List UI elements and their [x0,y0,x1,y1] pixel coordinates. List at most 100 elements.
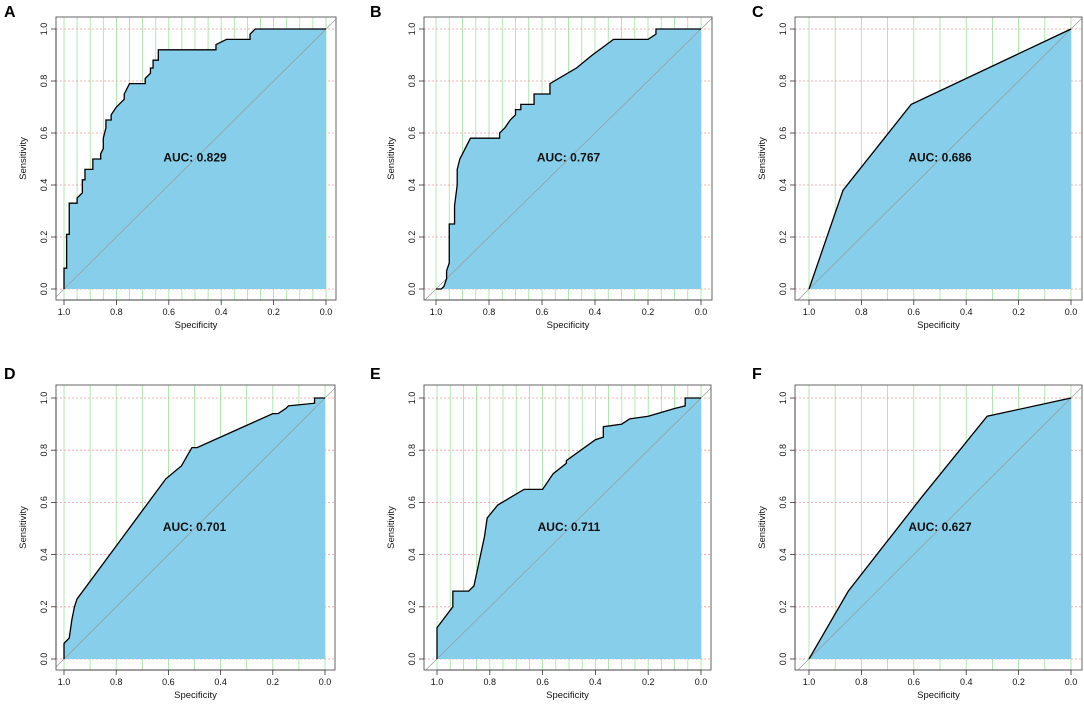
x-tick-label-d-4: 0.2 [267,677,280,687]
y-axis-title-e: Sensitivity [386,506,397,549]
y-tick-label-b-0: 0.0 [407,283,417,296]
x-tick-label-b-2: 0.6 [536,307,549,317]
x-tick-label-a-5: 0.0 [320,307,333,317]
x-tick-label-d-3: 0.4 [214,677,227,687]
plot-area-d [56,385,335,670]
y-tick-label-e-5: 1.0 [407,392,417,405]
y-tick-label-e-2: 0.4 [407,548,417,561]
x-tick-label-e-3: 0.4 [589,677,602,687]
x-tick-label-e-4: 0.2 [642,677,655,687]
plot-area-f [795,385,1082,670]
x-tick-label-e-1: 0.8 [484,677,497,687]
y-tick-label-f-4: 0.8 [778,444,788,457]
x-tick-label-c-4: 0.2 [1012,307,1025,317]
panel-letter-b: B [370,4,382,21]
panel-letter-d: D [4,366,16,383]
diagonal-line-d [56,387,335,668]
x-tick-label-d-0: 1.0 [58,677,71,687]
x-tick-label-c-1: 0.8 [855,307,868,317]
y-tick-label-e-1: 0.2 [407,601,417,614]
x-axis-title-f: Specificity [917,690,960,701]
x-tick-label-c-2: 0.6 [908,307,921,317]
x-tick-label-a-0: 1.0 [58,307,71,317]
y-tick-label-b-5: 1.0 [407,23,417,36]
diagonal-line-b [424,17,712,300]
y-tick-label-f-1: 0.2 [778,601,788,614]
x-tick-label-f-3: 0.4 [960,677,973,687]
x-tick-label-e-5: 0.0 [695,677,708,687]
x-axis-title-c: Specificity [917,320,960,331]
x-tick-label-c-3: 0.4 [960,307,973,317]
panel-letter-e: E [370,366,381,383]
x-axis-title-d: Specificity [174,690,217,701]
panel-letter-a: A [4,4,16,21]
roc-curve-f [808,397,1072,660]
y-tick-label-d-1: 0.2 [39,601,49,614]
plot-area-c [795,17,1082,300]
auc-label-d: AUC: 0.701 [163,520,227,534]
roc-curve-a [63,28,326,289]
roc-panel-b: 1.0 0.8 0.6 0.4 0.2 0.0 0.0 0.2 0.4 0.6 0.8 1.0 Spec… [386,16,713,331]
roc-curve-b [436,28,701,290]
y-tick-label-e-4: 0.8 [407,444,417,457]
y-tick-label-c-5: 1.0 [778,23,788,36]
y-tick-label-b-4: 0.8 [407,75,417,88]
x-tick-label-a-4: 0.2 [267,307,280,317]
x-axis-title-e: Specificity [546,690,589,701]
auc-label-f: AUC: 0.627 [908,520,972,534]
diagonal-line-a [56,18,336,298]
y-tick-label-d-0: 0.0 [39,653,49,666]
y-tick-label-a-1: 0.2 [39,231,49,244]
x-tick-label-b-5: 0.0 [695,307,708,317]
x-tick-label-c-5: 0.0 [1065,307,1078,317]
x-tick-label-b-3: 0.4 [589,307,602,317]
y-tick-label-a-5: 1.0 [39,23,49,36]
roc-panel-c: 1.0 0.8 0.6 0.4 0.2 0.0 0.0 0.2 0.4 0.6 0.8 1.0 Spec… [757,16,1083,331]
x-axis-title-a: Specificity [175,320,218,331]
y-axis-title-b: Sensitivity [386,137,397,180]
y-tick-label-a-0: 0.0 [39,283,49,296]
diagonal-line-e [425,387,711,670]
roc-curve-d [63,397,325,659]
y-tick-label-d-5: 1.0 [39,392,49,405]
y-axis-title-c: Sensitivity [757,137,768,180]
y-tick-label-b-2: 0.4 [407,179,417,192]
y-tick-label-e-0: 0.0 [407,653,417,666]
y-axis-title-d: Sensitivity [18,506,29,549]
plot-area-b [424,17,712,300]
x-tick-label-e-0: 1.0 [431,677,444,687]
x-tick-label-f-5: 0.0 [1065,677,1078,687]
plot-area-e [424,385,711,670]
x-tick-label-f-4: 0.2 [1012,677,1025,687]
auc-label-c: AUC: 0.686 [908,151,972,165]
y-tick-label-c-3: 0.6 [778,127,788,140]
y-tick-label-b-3: 0.6 [407,127,417,140]
auc-label-e: AUC: 0.711 [538,520,601,534]
roc-panel-d: 1.0 0.8 0.6 0.4 0.2 0.0 0.0 0.2 0.4 0.6 0.8 1.0 Spec… [18,384,336,701]
y-tick-label-e-3: 0.6 [407,496,417,509]
roc-curve-c [808,28,1072,290]
y-tick-label-f-2: 0.4 [778,548,788,561]
y-tick-label-d-4: 0.8 [39,444,49,457]
diagonal-line-c [797,17,1082,300]
x-tick-label-d-5: 0.0 [319,677,332,687]
roc-panel-e: 1.0 0.8 0.6 0.4 0.2 0.0 0.0 0.2 0.4 0.6 0.8 1.0 Spec… [386,384,712,701]
y-tick-label-d-3: 0.6 [39,496,49,509]
x-tick-label-a-1: 0.8 [110,307,123,317]
roc-panel-a: 1.0 0.8 0.6 0.4 0.2 0.0 0.0 0.2 0.4 0.6 0.8 1.0 Spec… [18,16,337,331]
y-tick-label-f-3: 0.6 [778,496,788,509]
y-tick-label-c-2: 0.4 [778,179,788,192]
x-tick-label-f-0: 1.0 [803,677,816,687]
diagonal-line-f [797,386,1082,670]
x-tick-label-a-3: 0.4 [215,307,228,317]
panel-letter-f: F [752,366,762,383]
y-axis-title-a: Sensitivity [18,137,29,180]
y-tick-label-f-0: 0.0 [778,653,788,666]
y-tick-label-a-3: 0.6 [39,127,49,140]
x-tick-label-b-1: 0.8 [483,307,496,317]
roc-curve-e [436,397,701,659]
x-tick-label-a-2: 0.6 [163,307,176,317]
y-tick-label-a-4: 0.8 [39,75,49,88]
